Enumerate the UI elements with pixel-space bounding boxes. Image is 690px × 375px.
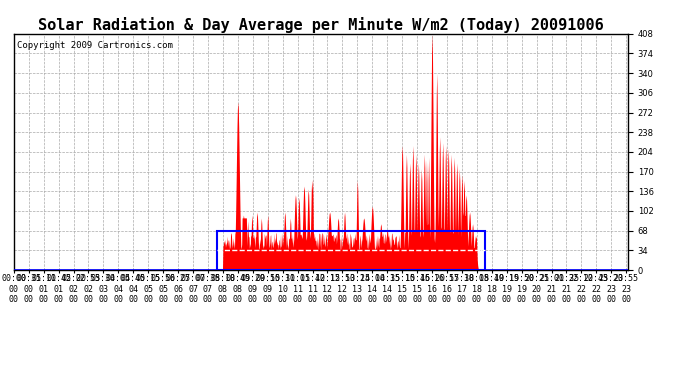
Title: Solar Radiation & Day Average per Minute W/m2 (Today) 20091006: Solar Radiation & Day Average per Minute… bbox=[38, 16, 604, 33]
Text: Copyright 2009 Cartronics.com: Copyright 2009 Cartronics.com bbox=[17, 41, 172, 50]
Bar bbox=[217, 231, 485, 270]
